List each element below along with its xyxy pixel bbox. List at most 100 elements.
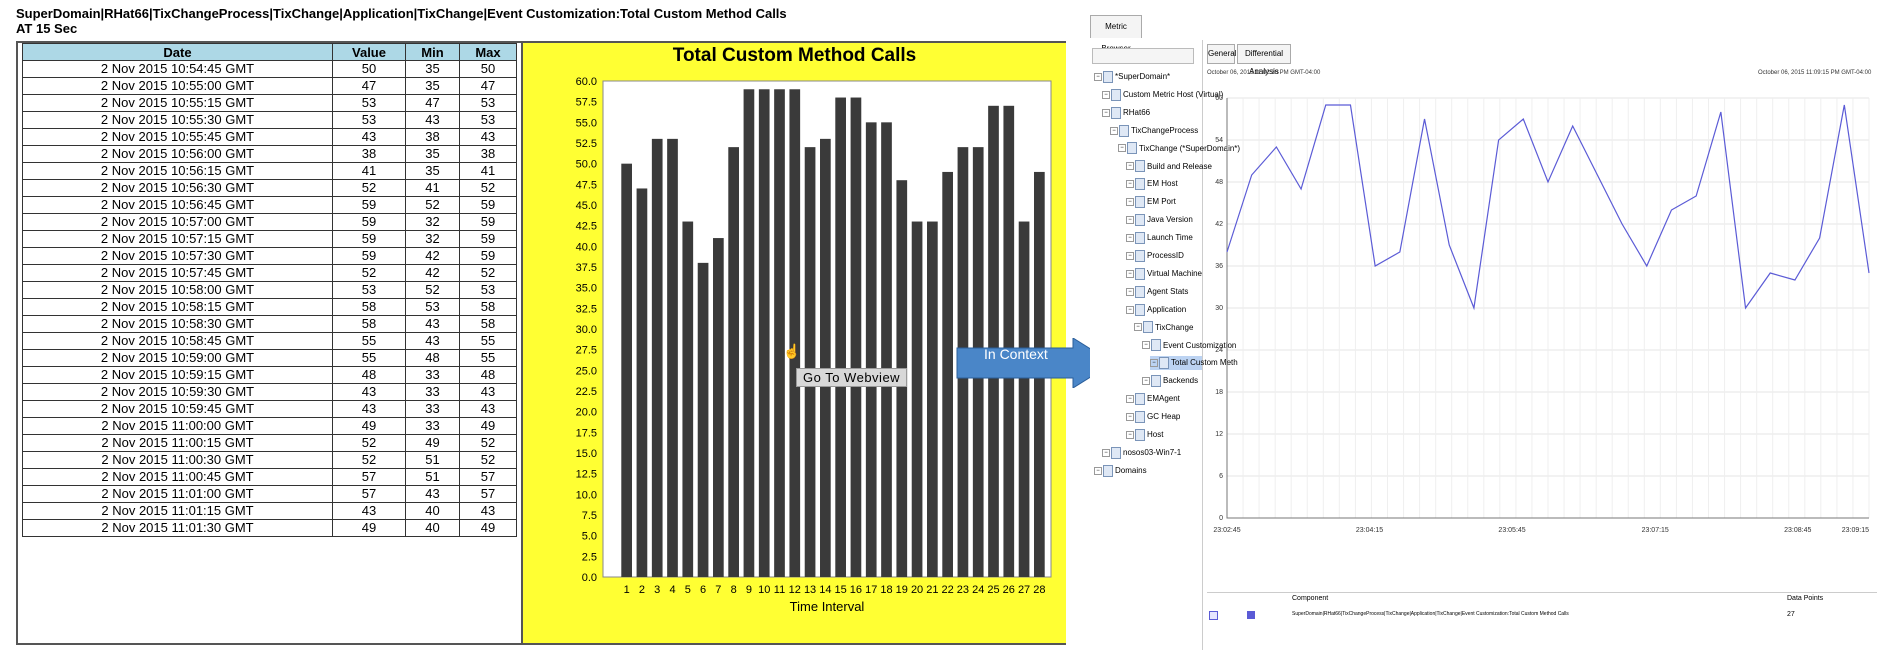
- tree-node[interactable]: − Event Customization: [1142, 339, 1236, 353]
- start-date: October 06, 2015 11:02:30 PM GMT-04:00: [1207, 70, 1321, 76]
- bar[interactable]: [988, 105, 999, 578]
- tree-node[interactable]: − Build and Release: [1126, 160, 1212, 174]
- bar[interactable]: [865, 122, 877, 578]
- expand-toggle-icon[interactable]: −: [1126, 162, 1134, 171]
- expand-toggle-icon[interactable]: −: [1126, 269, 1134, 278]
- tree-node[interactable]: − TixChange: [1134, 321, 1202, 335]
- series-line[interactable]: [1226, 104, 1870, 311]
- cell-max: 59: [459, 247, 517, 265]
- expand-toggle-icon[interactable]: −: [1142, 341, 1150, 350]
- tree-node[interactable]: − Agent Stats: [1126, 285, 1202, 299]
- tree-search-input[interactable]: [1092, 48, 1194, 64]
- tree-node[interactable]: − Backends: [1142, 374, 1202, 388]
- tree-node[interactable]: − EM Host: [1126, 177, 1202, 191]
- bar[interactable]: [1003, 105, 1015, 578]
- node-icon: [1111, 106, 1121, 119]
- bar[interactable]: [850, 97, 862, 578]
- tab-differential-analysis[interactable]: Differential Analysis: [1237, 44, 1291, 76]
- line-chart[interactable]: 0 6 12 18 24 30 36 42 48 54 60 23:02:45 23:04:15 23:0…: [1207, 90, 1877, 540]
- tree-node[interactable]: − RHat66: [1102, 106, 1202, 120]
- tree-node[interactable]: − *SuperDomain*: [1094, 70, 1202, 84]
- legend-checkbox[interactable]: [1209, 611, 1218, 620]
- tree-node[interactable]: − Custom Metric Host (Virtual): [1102, 88, 1223, 102]
- legend-table: Component Data Points SuperDomain|RHat66…: [1207, 592, 1877, 633]
- bar[interactable]: [881, 122, 892, 578]
- end-date: October 06, 2015 11:09:15 PM GMT-04:00: [1758, 70, 1872, 76]
- tree-node[interactable]: − TixChange (*SuperDomain*): [1118, 142, 1240, 156]
- bar[interactable]: [820, 138, 831, 577]
- bar[interactable]: [774, 89, 785, 577]
- y-tick-label: 7.5: [582, 510, 597, 522]
- tree-node[interactable]: − Launch Time: [1126, 231, 1202, 245]
- bar[interactable]: [743, 89, 755, 577]
- expand-toggle-icon[interactable]: −: [1150, 359, 1158, 368]
- node-icon: [1111, 446, 1121, 459]
- expand-toggle-icon[interactable]: −: [1126, 198, 1134, 207]
- bar[interactable]: [728, 147, 739, 577]
- cell-min: 49: [405, 434, 460, 452]
- bar[interactable]: [697, 262, 709, 577]
- expand-toggle-icon[interactable]: −: [1102, 90, 1110, 99]
- table-row: 2 Nov 2015 10:59:00 GMT 55 48 55: [22, 349, 517, 367]
- y-tick-label: 52.5: [576, 138, 597, 150]
- go-to-webview-tooltip[interactable]: Go To Webview: [796, 368, 908, 387]
- expand-toggle-icon[interactable]: −: [1126, 412, 1134, 421]
- tree-node[interactable]: − Host: [1126, 428, 1202, 442]
- bar[interactable]: [651, 138, 663, 577]
- expand-toggle-icon[interactable]: −: [1126, 251, 1134, 260]
- tree-node[interactable]: − Virtual Machine: [1126, 267, 1202, 281]
- tree-node[interactable]: − Java Version: [1126, 213, 1202, 227]
- bar[interactable]: [713, 238, 724, 578]
- expand-toggle-icon[interactable]: −: [1102, 448, 1110, 457]
- bar[interactable]: [1018, 221, 1030, 578]
- tree-node-label: Application: [1147, 304, 1187, 314]
- tree-node[interactable]: − ProcessID: [1126, 249, 1202, 263]
- y-tick-label: 10.0: [576, 489, 597, 501]
- expand-toggle-icon[interactable]: −: [1118, 144, 1126, 153]
- cell-date: 2 Nov 2015 10:58:30 GMT: [22, 315, 333, 333]
- tree-node[interactable]: − EMAgent: [1126, 392, 1202, 406]
- expand-toggle-icon[interactable]: −: [1134, 323, 1142, 332]
- expand-toggle-icon[interactable]: −: [1126, 287, 1134, 296]
- bar[interactable]: [942, 171, 953, 577]
- bar[interactable]: [804, 147, 816, 577]
- cell-date: 2 Nov 2015 10:59:30 GMT: [22, 383, 333, 401]
- tree-node[interactable]: − TixChangeProcess: [1110, 124, 1202, 138]
- bar[interactable]: [835, 97, 846, 578]
- tree-node[interactable]: − EM Port: [1126, 195, 1202, 209]
- bar[interactable]: [789, 89, 801, 577]
- tab-general[interactable]: General: [1207, 44, 1236, 64]
- tree-node[interactable]: − GC Heap: [1126, 410, 1202, 424]
- bar[interactable]: [636, 188, 648, 577]
- cell-min: 35: [405, 162, 460, 180]
- expand-toggle-icon[interactable]: −: [1110, 126, 1118, 135]
- tree-node[interactable]: − Total Custom Meth: [1150, 356, 1238, 371]
- x-tick-label: 20: [911, 584, 923, 596]
- cell-min: 43: [405, 111, 460, 129]
- bar[interactable]: [621, 163, 632, 577]
- bar[interactable]: [758, 89, 770, 577]
- expand-toggle-icon[interactable]: −: [1126, 305, 1134, 314]
- bar[interactable]: [927, 221, 938, 578]
- x-tick-label: 2: [639, 584, 645, 596]
- expand-toggle-icon[interactable]: −: [1126, 180, 1134, 189]
- cell-value: 53: [332, 111, 406, 129]
- bar[interactable]: [667, 138, 678, 577]
- bar[interactable]: [682, 221, 694, 578]
- cell-date: 2 Nov 2015 11:00:30 GMT: [22, 451, 333, 469]
- interval-label: AT 15 Sec: [16, 21, 78, 36]
- expand-toggle-icon[interactable]: −: [1142, 377, 1150, 386]
- tree-node[interactable]: − nosos03-Win7-1: [1102, 446, 1202, 460]
- expand-toggle-icon[interactable]: −: [1126, 430, 1134, 439]
- metric-browser-tab[interactable]: Metric Browser: [1090, 15, 1142, 53]
- expand-toggle-icon[interactable]: −: [1094, 466, 1102, 475]
- expand-toggle-icon[interactable]: −: [1094, 72, 1102, 81]
- expand-toggle-icon[interactable]: −: [1126, 395, 1134, 404]
- tree-node[interactable]: − Domains: [1094, 464, 1202, 478]
- expand-toggle-icon[interactable]: −: [1102, 108, 1110, 117]
- tree-node-label: TixChange (*SuperDomain*): [1139, 143, 1241, 153]
- tree-node[interactable]: − Application: [1126, 303, 1202, 317]
- expand-toggle-icon[interactable]: −: [1126, 233, 1134, 242]
- bar[interactable]: [911, 221, 923, 578]
- expand-toggle-icon[interactable]: −: [1126, 216, 1134, 225]
